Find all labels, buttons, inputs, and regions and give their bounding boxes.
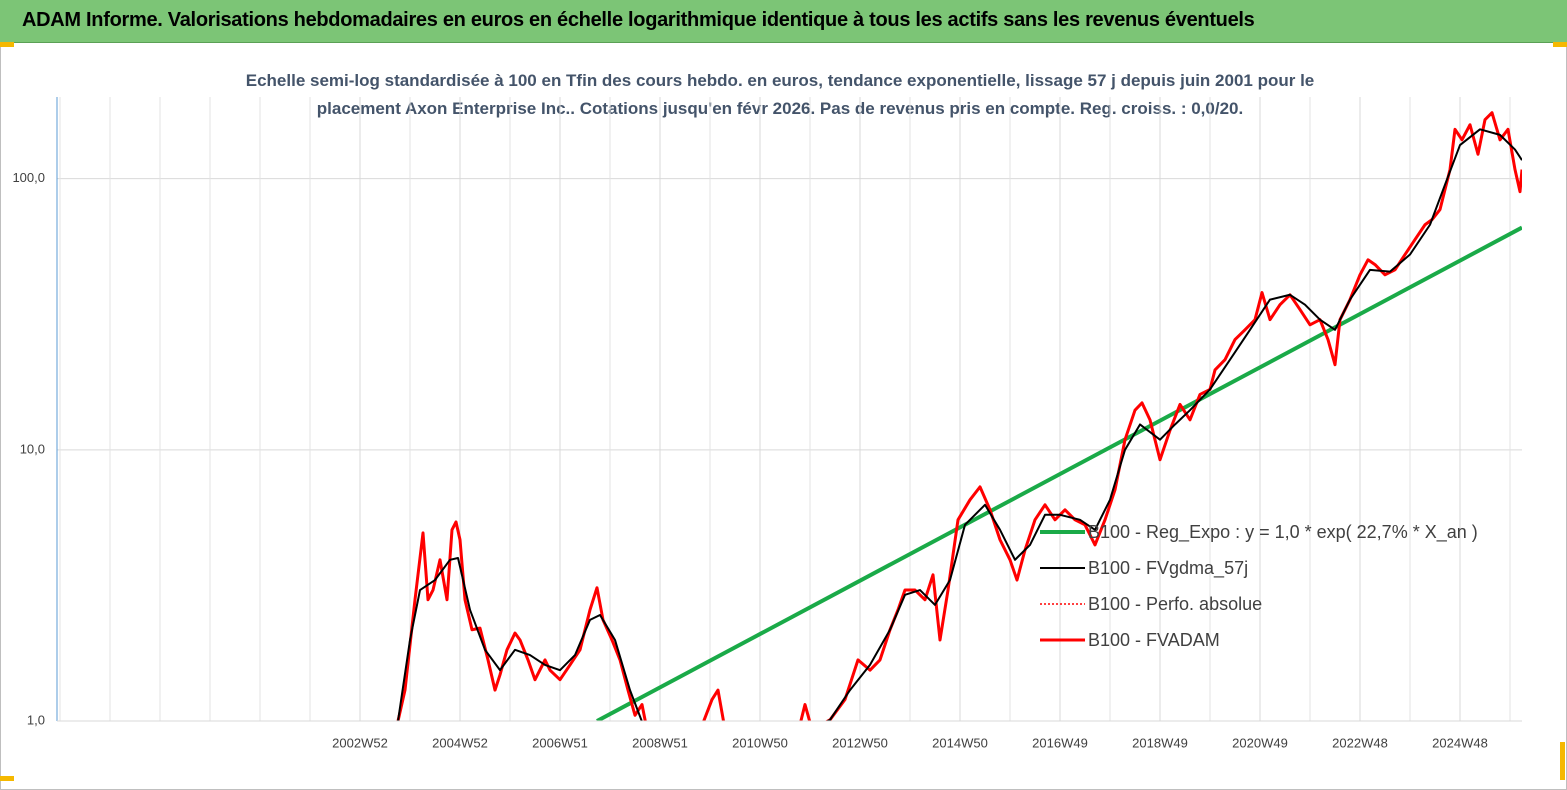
legend: B100 - Reg_Expo : y = 1,0 * exp( 22,7% *… xyxy=(1040,522,1478,650)
y-tick-label: 10,0 xyxy=(20,441,45,456)
corner-mark xyxy=(1560,742,1565,780)
x-tick-label: 2020W49 xyxy=(1232,735,1288,750)
axes: 1,0 10,0 100,0 2002W52 2004W52 2006W51 2008W51… xyxy=(12,97,1522,750)
legend-label: B100 - FVADAM xyxy=(1088,630,1220,650)
x-tick-label: 2006W51 xyxy=(532,735,588,750)
x-tick-label: 2014W50 xyxy=(932,735,988,750)
x-tick-label: 2024W48 xyxy=(1432,735,1488,750)
plot-area xyxy=(396,111,1522,721)
x-tick-label: 2008W51 xyxy=(632,735,688,750)
x-tick-label: 2022W48 xyxy=(1332,735,1388,750)
series-line xyxy=(397,128,1522,721)
y-tick-label: 1,0 xyxy=(27,712,45,727)
legend-label: B100 - Reg_Expo : y = 1,0 * exp( 22,7% *… xyxy=(1088,522,1478,543)
x-tick-label: 2018W49 xyxy=(1132,735,1188,750)
corner-mark xyxy=(0,776,14,781)
corner-mark xyxy=(1553,42,1567,47)
chart-title: ADAM Informe. Valorisations hebdomadaire… xyxy=(22,9,1255,31)
y-tick-label: 100,0 xyxy=(12,170,45,185)
x-tick-label: 2016W49 xyxy=(1032,735,1088,750)
x-tick-label: 2004W52 xyxy=(432,735,488,750)
x-tick-label: 2010W50 xyxy=(732,735,788,750)
title-bar: ADAM Informe. Valorisations hebdomadaire… xyxy=(0,0,1567,43)
series-line xyxy=(396,111,1522,721)
x-tick-label: 2002W52 xyxy=(332,735,388,750)
x-tick-label: 2012W50 xyxy=(832,735,888,750)
corner-mark xyxy=(0,42,14,47)
legend-label: B100 - FVgdma_57j xyxy=(1088,558,1248,579)
legend-label: B100 - Perfo. absolue xyxy=(1088,594,1262,614)
grid xyxy=(57,97,1522,722)
series-line xyxy=(596,225,1522,721)
chart-subtitle: Echelle semi-log standardisée à 100 en T… xyxy=(245,71,1315,118)
